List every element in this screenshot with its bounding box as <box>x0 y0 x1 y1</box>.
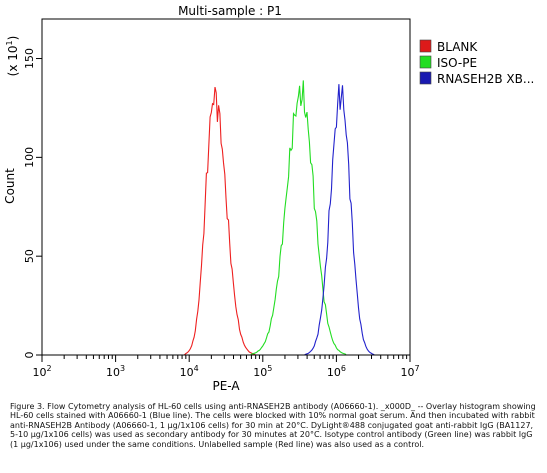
histogram-line <box>42 86 410 356</box>
y-multiplier-exponent: 1 <box>5 40 14 45</box>
y-tick-label: 150 <box>23 48 36 69</box>
x-tick-base: 10 <box>253 366 267 379</box>
x-axis: 102 103 104 105 106 107 <box>32 355 420 379</box>
x-tick-exponent: 6 <box>341 364 346 373</box>
plot-frame <box>41 18 411 356</box>
x-tick-exponent: 7 <box>414 364 419 373</box>
x-tick-exponent: 5 <box>267 364 272 373</box>
x-tick-base: 10 <box>32 366 46 379</box>
x-tick-label: 107 <box>400 364 419 379</box>
legend-label: RNASEH2B XB... <box>437 72 534 86</box>
x-tick-label: 103 <box>106 364 125 379</box>
legend-swatch <box>419 71 432 85</box>
y-axis-label: Count <box>3 168 17 204</box>
x-tick-base: 10 <box>327 366 341 379</box>
y-multiplier-text: (x 10 <box>6 45 20 76</box>
x-tick-exponent: 2 <box>46 364 51 373</box>
y-axis: 0 50 100 150 <box>23 48 42 359</box>
flow-cytometry-chart: Multi-sample : P1 (x 101) Count 05010015… <box>3 4 534 393</box>
x-tick-label: 104 <box>180 364 199 379</box>
y-tick-label: 0 <box>23 352 36 359</box>
histogram-line <box>42 84 410 356</box>
histogram-line <box>42 80 410 356</box>
x-axis-label: PE-A <box>212 379 240 393</box>
legend-swatch <box>419 39 432 53</box>
svg-text:(x 101): (x 101) <box>5 36 20 77</box>
x-tick-base: 10 <box>180 366 194 379</box>
x-tick-label: 102 <box>32 364 51 379</box>
histogram-curves <box>42 80 410 356</box>
legend-label: ISO-PE <box>437 56 477 70</box>
y-multiplier-label: (x 101) <box>5 36 20 77</box>
x-tick-label: 106 <box>327 364 346 379</box>
legend: BLANK ISO-PE RNASEH2B XB... <box>419 39 534 86</box>
x-tick-exponent: 3 <box>120 364 125 373</box>
legend-label: BLANK <box>437 40 478 54</box>
x-tick-base: 10 <box>400 366 414 379</box>
x-tick-exponent: 4 <box>194 364 199 373</box>
legend-swatch <box>419 55 432 69</box>
y-tick-label: 50 <box>23 249 36 263</box>
x-tick-base: 10 <box>106 366 120 379</box>
figure-caption: Figure 3. Flow Cytometry analysis of HL-… <box>10 402 536 449</box>
chart-title: Multi-sample : P1 <box>178 4 282 18</box>
y-tick-label: 100 <box>23 147 36 168</box>
x-tick-label: 105 <box>253 364 272 379</box>
